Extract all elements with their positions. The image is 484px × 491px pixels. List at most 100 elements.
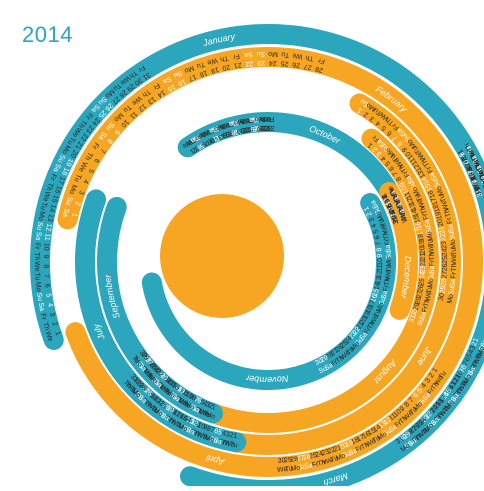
weekday-label: Sa (152, 378, 163, 389)
day-number: 1 (53, 331, 61, 337)
day-number: 15 (466, 165, 476, 175)
weekday-label: Sa (359, 331, 370, 342)
weekday-label: Fr (422, 212, 431, 221)
day-number: 3 (48, 312, 56, 318)
weekday-label: Su (417, 396, 428, 407)
day-number: 29 (474, 185, 483, 195)
day-number: 2 (191, 145, 198, 153)
weekday-label: Th (305, 53, 315, 62)
day-number: 7 (461, 156, 469, 163)
weekday-label: Sa (429, 265, 436, 274)
day-number: 17 (187, 73, 197, 82)
day-number: 10 (196, 422, 206, 431)
weekday-label: Su (35, 221, 43, 231)
weekday-label: Mo (444, 399, 456, 411)
day-number: 31 (129, 373, 139, 384)
day-number: 20 (359, 316, 369, 326)
weekday-label: Sa (405, 174, 415, 185)
day-number: 17 (368, 299, 377, 309)
weekday-label: We (178, 398, 191, 409)
day-number: 8 (460, 364, 468, 371)
day-number: 3 (369, 114, 376, 122)
month-label-november: November (244, 373, 289, 385)
weekday-label: We (473, 353, 484, 365)
day-number: 2 (366, 211, 374, 218)
day-number: 21 (239, 126, 248, 134)
day-number: 2 (73, 201, 81, 207)
weekday-label: Mo (427, 278, 435, 289)
weekday-label: Sa (390, 189, 400, 200)
day-number: 30 (391, 214, 400, 224)
day-number: 19 (419, 240, 427, 249)
day-number: 10 (393, 408, 404, 418)
day-number: 24 (149, 393, 160, 403)
weekday-label: Th (389, 188, 399, 199)
weekday-label: We (206, 56, 218, 66)
weekday-label: Fr (330, 358, 340, 368)
day-number: 21 (74, 140, 84, 150)
weekday-label: Mo (37, 210, 46, 221)
day-number: 14 (445, 384, 455, 394)
weekday-label: Sa (467, 366, 477, 377)
day-number: 30 (133, 76, 143, 86)
weekday-label: We (394, 198, 405, 210)
weekday-label: Mo (376, 302, 386, 314)
weekday-label: Su (133, 391, 144, 402)
weekday-label: Th (33, 252, 40, 260)
weekday-label: Mo (68, 183, 78, 195)
weekday-label: Fr (136, 63, 146, 73)
weekday-label: Th (122, 379, 133, 390)
day-number: 28 (405, 428, 416, 438)
day-number: 16 (386, 202, 396, 212)
weekday-label: We (71, 126, 83, 139)
day-number: 12 (464, 161, 474, 171)
weekday-label: Tu (460, 378, 470, 388)
weekday-label: Tu (468, 149, 478, 159)
weekday-label: Fr (475, 163, 484, 172)
weekday-label: Mo (385, 146, 397, 158)
day-number: 21 (420, 252, 427, 260)
day-number: 29 (402, 431, 413, 441)
day-number: 7 (193, 396, 200, 404)
weekday-label: Mo (164, 389, 176, 400)
day-number: 10 (183, 391, 193, 401)
weekday-label: We (239, 116, 250, 125)
day-number: 13 (385, 200, 395, 210)
weekday-label: Su (449, 231, 457, 241)
day-number: 17 (416, 227, 424, 236)
day-number: 2 (428, 372, 436, 379)
day-number: 31 (391, 215, 400, 225)
weekday-label: Mo (423, 422, 435, 434)
day-number: 7 (383, 197, 391, 204)
weekday-label: Sa (37, 302, 46, 312)
weekday-label: Sa (52, 162, 62, 173)
day-number: 26 (334, 343, 345, 353)
weekday-label: Th (44, 181, 53, 191)
day-number: 21 (438, 225, 446, 234)
day-number: 7 (42, 274, 49, 278)
day-number: 29 (319, 354, 329, 364)
weekday-label: Sa (228, 118, 238, 127)
day-number: 2 (207, 403, 213, 411)
weekday-label: Mo (462, 373, 473, 385)
weekday-label: Tu (216, 122, 226, 131)
weekday-label: Tu (373, 309, 383, 319)
day-number: 26 (390, 211, 399, 221)
day-number: 6 (213, 428, 219, 436)
weekday-label: Mo (147, 374, 159, 386)
weekday-label: Su (447, 396, 458, 407)
weekday-label: Tu (388, 186, 398, 196)
day-number: 18 (435, 397, 445, 408)
weekday-label: Tu (438, 193, 447, 203)
weekday-label: Mo (132, 356, 144, 368)
day-number: 15 (166, 83, 176, 93)
day-number: 19 (432, 401, 442, 412)
weekday-label: Sa (430, 416, 441, 427)
weekday-label: Sa (465, 144, 475, 155)
day-number: 11 (193, 420, 203, 429)
day-number: 5 (384, 159, 392, 167)
day-number: 14 (374, 282, 383, 291)
weekday-label: Sa (97, 130, 108, 141)
day-number: 29 (140, 352, 150, 363)
weekday-label: Su (104, 120, 115, 131)
